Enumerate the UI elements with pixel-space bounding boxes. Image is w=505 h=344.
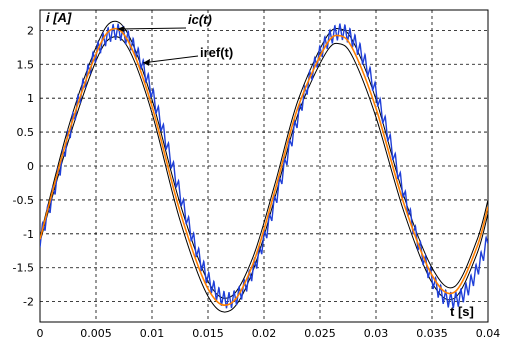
y-tick-label: 1 [27, 92, 34, 105]
annotation-ic-arrow [117, 27, 187, 30]
x-tick-label: 0.02 [252, 327, 277, 340]
y-tick-label: 2 [27, 24, 34, 37]
annotation-ic: ic(t) [188, 12, 212, 27]
annotation-iref: iref(t) [200, 45, 233, 60]
x-tick-label: 0.04 [476, 327, 501, 340]
y-tick-label: -1 [23, 228, 34, 241]
annotation-iref-arrow [142, 55, 199, 64]
x-tick-label: 0 [37, 327, 44, 340]
y-tick-label: 0 [27, 160, 34, 173]
grid-lines [40, 10, 488, 322]
x-tick-label: 0.015 [192, 327, 224, 340]
y-tick-label: -2 [23, 296, 34, 309]
annotations: ic(t) iref(t) [117, 12, 233, 66]
x-tick-label: 0.025 [304, 327, 336, 340]
iref-waveform-line [40, 27, 488, 307]
annotation-ic-arrowhead [117, 25, 125, 32]
y-tick-label: -1.5 [13, 262, 34, 275]
annotation-iref-arrowhead [143, 58, 151, 66]
x-tick-label: 0.005 [80, 327, 112, 340]
x-tick-label: 0.01 [140, 327, 165, 340]
y-tick-label: 1.5 [17, 58, 35, 71]
x-tick-label: 0.03 [364, 327, 389, 340]
y-tick-label: -0.5 [13, 194, 34, 207]
y-axis-label: i [A] [46, 10, 72, 25]
series-layer [40, 20, 488, 313]
x-tick-label: 0.035 [416, 327, 448, 340]
tick-labels: 0 0.005 0.01 0.015 0.02 0.025 0.03 0.035 0.04 -2 -… [13, 24, 501, 340]
y-tick-label: 0.5 [17, 126, 35, 139]
x-axis-label: t [s] [450, 304, 474, 319]
